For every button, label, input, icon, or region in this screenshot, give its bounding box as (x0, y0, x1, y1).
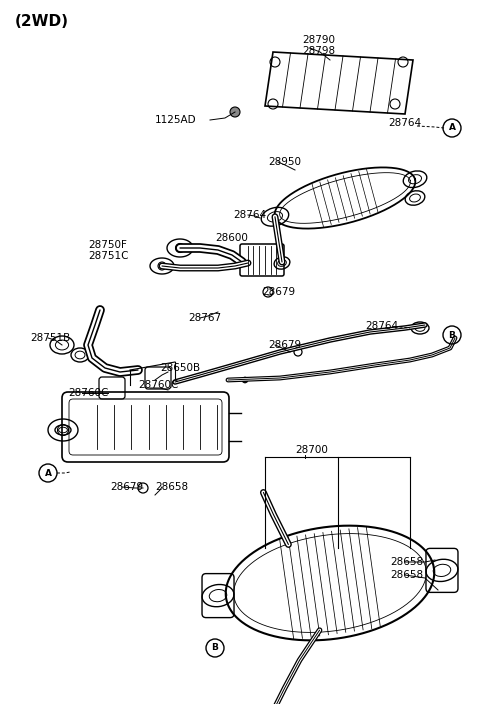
Text: 28760C: 28760C (68, 388, 108, 398)
Text: 28658: 28658 (390, 570, 423, 580)
Text: 28751B: 28751B (30, 333, 70, 343)
Text: 28700: 28700 (295, 445, 328, 455)
Text: (2WD): (2WD) (15, 15, 69, 30)
Text: 28600: 28600 (215, 233, 248, 243)
Text: 28764: 28764 (365, 321, 398, 331)
Text: 28798: 28798 (302, 46, 335, 56)
Text: 28679: 28679 (268, 340, 301, 350)
Text: 28760C: 28760C (138, 380, 179, 390)
Text: 1125AD: 1125AD (155, 115, 197, 125)
Text: 28658: 28658 (155, 482, 188, 492)
Text: 28679: 28679 (262, 287, 295, 297)
Text: 28790: 28790 (302, 35, 335, 45)
Text: 28750F: 28750F (88, 240, 127, 250)
Text: A: A (448, 123, 456, 132)
Circle shape (230, 107, 240, 117)
Text: 28764: 28764 (388, 118, 421, 128)
Text: B: B (449, 330, 456, 339)
Text: 28764: 28764 (233, 210, 266, 220)
Text: 28679: 28679 (110, 482, 143, 492)
Text: 28751C: 28751C (88, 251, 129, 261)
Text: 28658: 28658 (390, 557, 423, 567)
Circle shape (242, 377, 248, 383)
Text: A: A (45, 468, 51, 477)
Text: 28650B: 28650B (160, 363, 200, 373)
Text: B: B (212, 643, 218, 653)
Text: 28767: 28767 (188, 313, 221, 323)
Text: 28950: 28950 (268, 157, 301, 167)
